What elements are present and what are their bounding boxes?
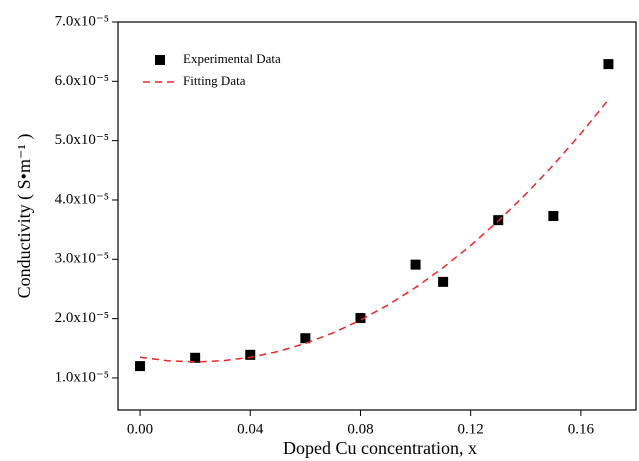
data-point (603, 59, 614, 70)
x-axis-title: Doped Cu concentration, x (283, 438, 477, 458)
data-point (548, 211, 559, 221)
y-tick-label: 6.0x10⁻⁵ (55, 73, 109, 89)
data-point (190, 352, 201, 363)
y-tick-label: 7.0x10⁻⁵ (55, 13, 109, 29)
legend-label: Fitting Data (183, 73, 246, 88)
data-point (438, 276, 449, 287)
data-point (245, 349, 256, 360)
legend-label: Experimental Data (183, 51, 281, 66)
y-tick-label: 2.0x10⁻⁵ (55, 310, 109, 326)
x-tick-label: 0.08 (347, 421, 373, 437)
data-point (135, 361, 146, 372)
y-tick-label: 1.0x10⁻⁵ (55, 369, 109, 385)
fit-line (139, 99, 610, 363)
x-tick-label: 0.16 (568, 421, 595, 437)
x-tick-label: 0.04 (237, 421, 264, 437)
y-tick-label: 3.0x10⁻⁵ (55, 251, 109, 267)
x-tick-label: 0.12 (458, 421, 484, 437)
data-point (410, 259, 421, 270)
plot-frame (117, 21, 637, 411)
legend-marker (155, 55, 165, 65)
y-tick-label: 4.0x10⁻⁵ (55, 191, 109, 207)
y-tick-label: 5.0x10⁻⁵ (55, 132, 109, 148)
x-tick-label: 0.00 (127, 421, 153, 437)
data-point (300, 333, 311, 344)
y-axis-title: Conductivity ( S•m⁻¹ ) (14, 134, 35, 299)
data-point (355, 313, 366, 324)
